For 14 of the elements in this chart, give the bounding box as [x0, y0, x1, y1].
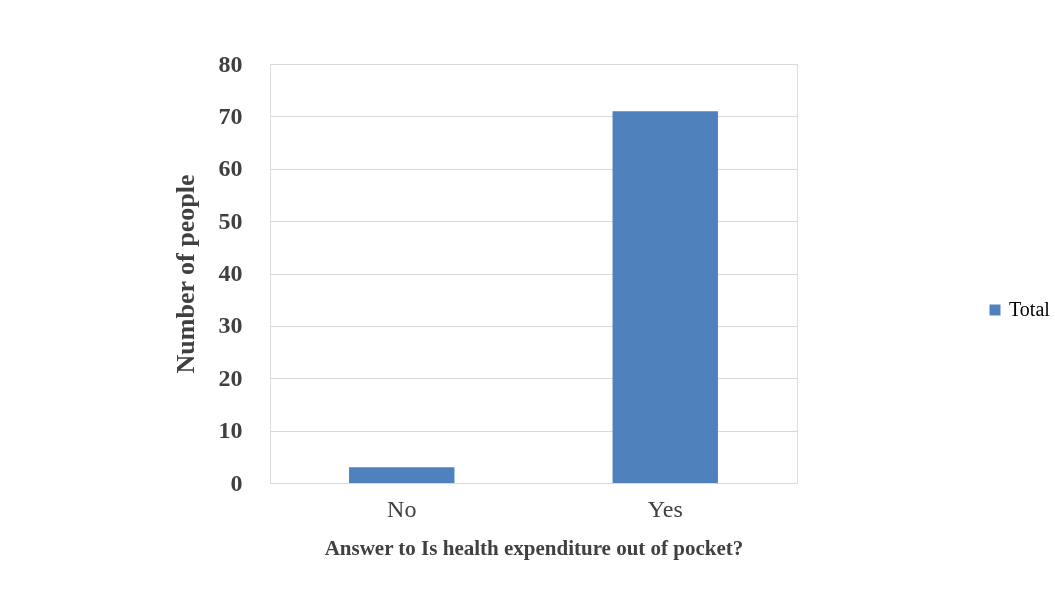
y-axis-title: Number of people [170, 174, 200, 374]
y-tick-label: 50 [218, 207, 243, 234]
y-tick-label: 70 [218, 102, 243, 129]
x-tick-label: No [387, 495, 417, 522]
y-tick-label: 40 [218, 260, 243, 286]
y-tick-label: 80 [218, 50, 243, 77]
x-tick-label: Yes [647, 495, 683, 522]
y-tick-label: 10 [218, 417, 243, 444]
y-tick-label: 30 [218, 312, 243, 339]
y-tick-label: 0 [230, 469, 243, 496]
y-tick-label: 60 [218, 155, 243, 182]
legend-label: Total [1009, 298, 1051, 320]
x-axis-title: Answer to Is health expenditure out of pocket? [324, 535, 744, 560]
y-tick-label: 20 [218, 364, 243, 391]
